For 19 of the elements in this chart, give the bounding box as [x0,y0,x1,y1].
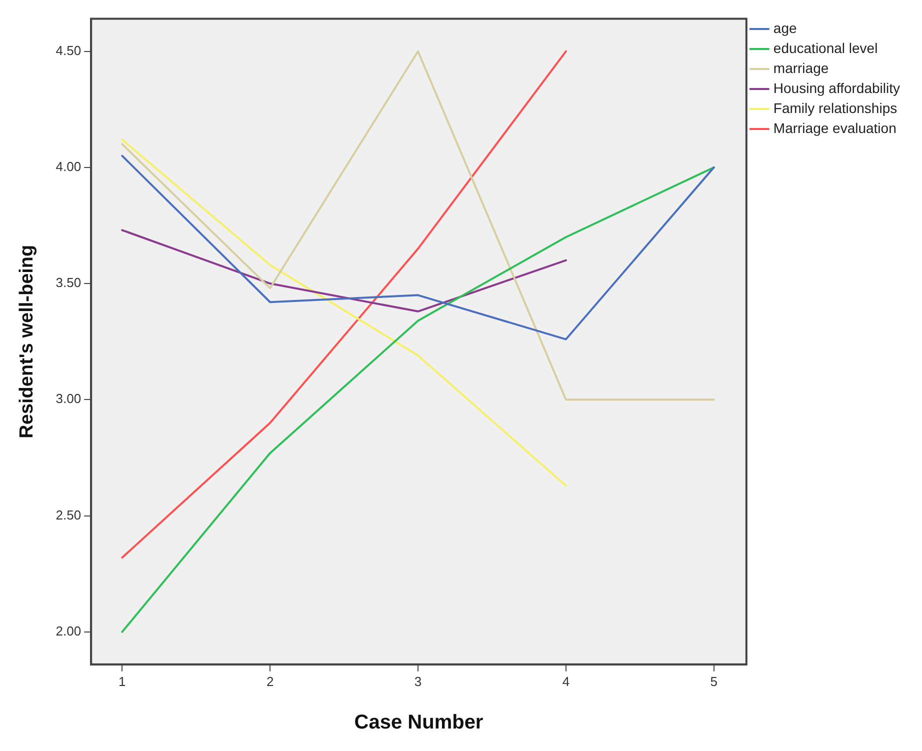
y-tick-label: 3.50 [56,275,82,290]
y-tick-label: 2.00 [56,623,82,638]
x-tick-label: 5 [710,674,718,689]
y-tick-label: 3.00 [56,391,82,406]
x-axis-title: Case Number [354,712,484,734]
legend-label: Family relationships [773,100,898,116]
legend-label: marriage [773,60,829,76]
y-axis-title: Resident's well-being [16,244,38,438]
x-tick-label: 3 [414,674,422,689]
legend-label: Marriage evaluation [773,120,896,136]
legend-label: age [773,20,797,36]
legend-label: Housing affordability [773,80,900,96]
x-tick-label: 1 [118,674,126,689]
y-tick-label: 2.50 [56,507,82,522]
y-tick-label: 4.00 [56,159,82,174]
legend-label: educational level [773,40,878,56]
y-tick-label: 4.50 [56,42,82,58]
x-tick-label: 2 [266,674,274,689]
x-tick-label: 4 [562,674,570,689]
